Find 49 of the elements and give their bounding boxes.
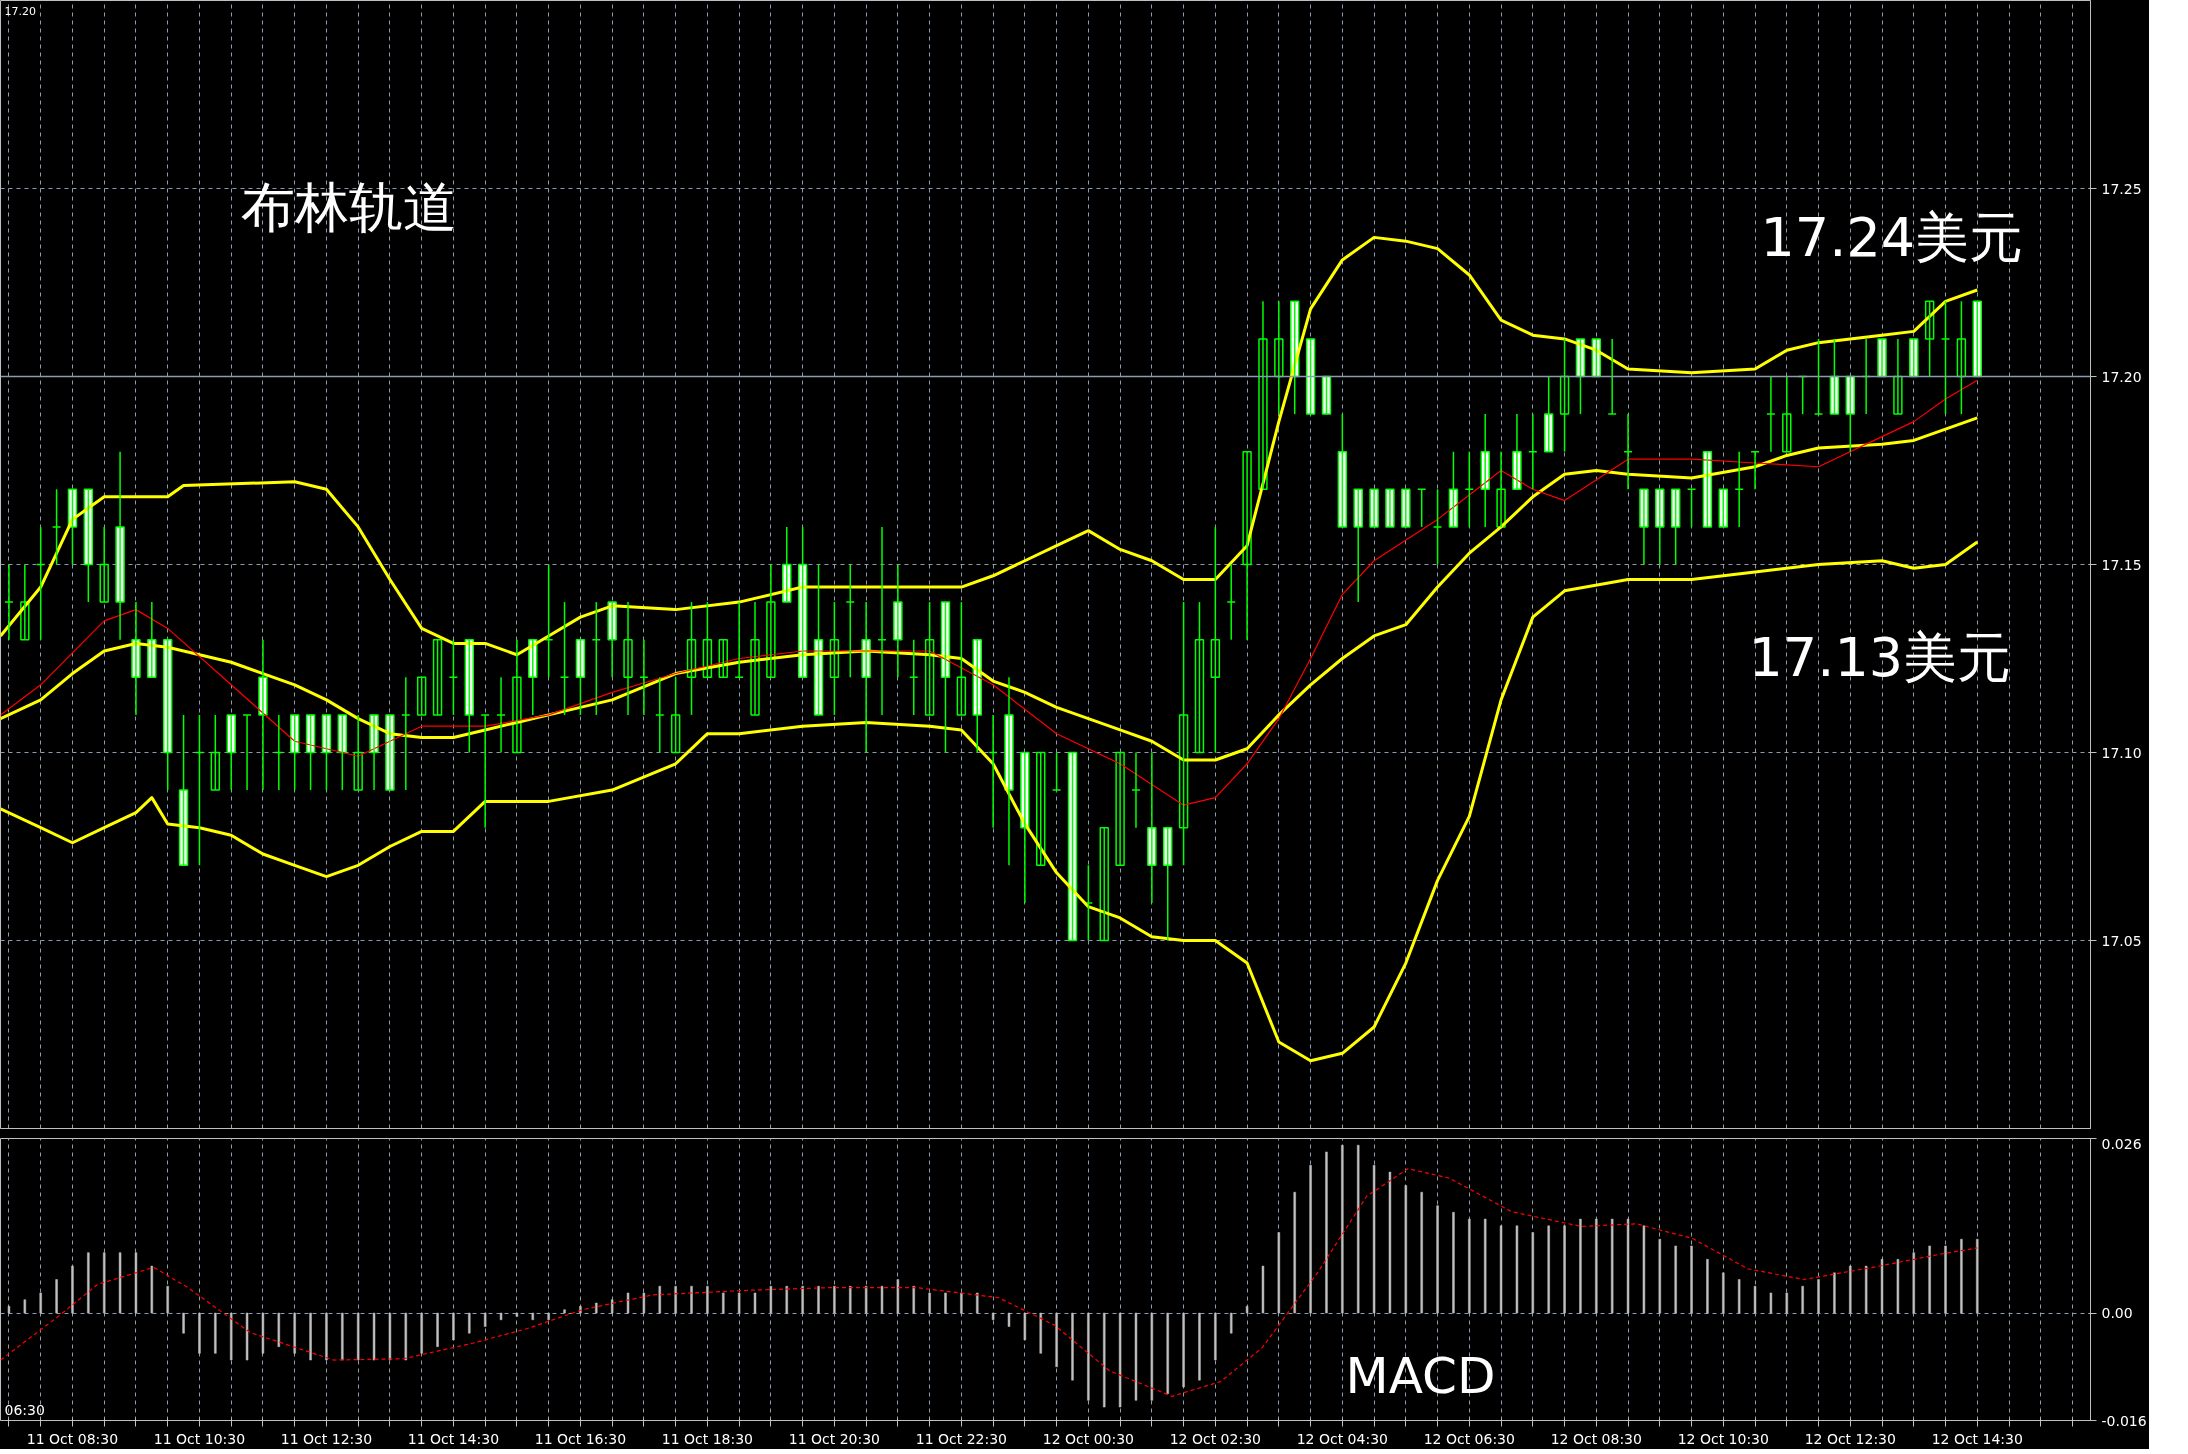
candlestick <box>1067 751 1078 942</box>
x-tick-label: 11 Oct 18:30 <box>661 1430 754 1447</box>
y-tick-label: 0.00 <box>2101 1305 2133 1322</box>
x-tick-label: 11 Oct 08:30 <box>26 1430 119 1447</box>
x-tick-label: 11 Oct 10:30 <box>153 1430 246 1447</box>
candlestick <box>432 638 443 716</box>
annotation: 17.20 <box>4 4 36 18</box>
x-tick-label: 12 Oct 06:30 <box>1423 1430 1515 1447</box>
candlestick <box>1385 488 1395 528</box>
candlestick <box>1115 751 1125 867</box>
candlestick <box>1321 375 1332 415</box>
y-tick-label: 0.026 <box>2101 1135 2142 1152</box>
x-tick-label: 12 Oct 04:30 <box>1296 1430 1388 1447</box>
candlestick <box>1401 488 1411 528</box>
x-tick-label: 12 Oct 00:30 <box>1042 1430 1135 1447</box>
x-tick-label: 11 Oct 14:30 <box>407 1430 500 1447</box>
y-tick-label: 17.10 <box>2101 744 2142 761</box>
candlestick <box>1305 338 1316 415</box>
x-tick-label: 12 Oct 10:30 <box>1677 1430 1769 1447</box>
x-tick-label: 11 Oct 16:30 <box>534 1430 627 1447</box>
y-tick-label: -0.016 <box>2101 1412 2147 1429</box>
candlestick <box>1718 488 1729 528</box>
candlestick <box>1909 338 1919 378</box>
candlestick <box>385 714 395 791</box>
candlestick <box>1591 338 1602 378</box>
candlestick <box>718 638 728 679</box>
ref-line-label: 17.20 <box>2101 368 2142 385</box>
annotation: 06:30 <box>4 1401 45 1418</box>
annotation: 布林轨道 <box>240 175 457 239</box>
annotation: MACD <box>1345 1346 1496 1405</box>
y-tick-label: 17.05 <box>2101 932 2142 949</box>
annotation: 17.24美元 <box>1760 205 2024 269</box>
candlestick <box>1877 338 1887 378</box>
candlestick <box>1036 751 1046 867</box>
x-tick-label: 12 Oct 02:30 <box>1169 1430 1261 1447</box>
x-tick-label: 12 Oct 08:30 <box>1550 1430 1642 1447</box>
x-tick-label: 12 Oct 14:30 <box>1931 1430 2023 1447</box>
y-tick-label: 17.15 <box>2101 556 2142 573</box>
candlestick <box>1099 826 1109 942</box>
x-tick-label: 11 Oct 22:30 <box>915 1430 1008 1447</box>
candlestick <box>1972 300 1982 378</box>
candlestick <box>1369 488 1379 528</box>
candlestick <box>416 676 427 716</box>
x-tick-label: 11 Oct 20:30 <box>788 1430 881 1447</box>
y-tick-label: 17.25 <box>2101 180 2142 197</box>
annotation: 17.13美元 <box>1748 625 2012 689</box>
x-tick-label: 11 Oct 12:30 <box>280 1430 373 1447</box>
x-tick-label: 12 Oct 12:30 <box>1804 1430 1896 1447</box>
candlestick <box>1702 450 1713 528</box>
